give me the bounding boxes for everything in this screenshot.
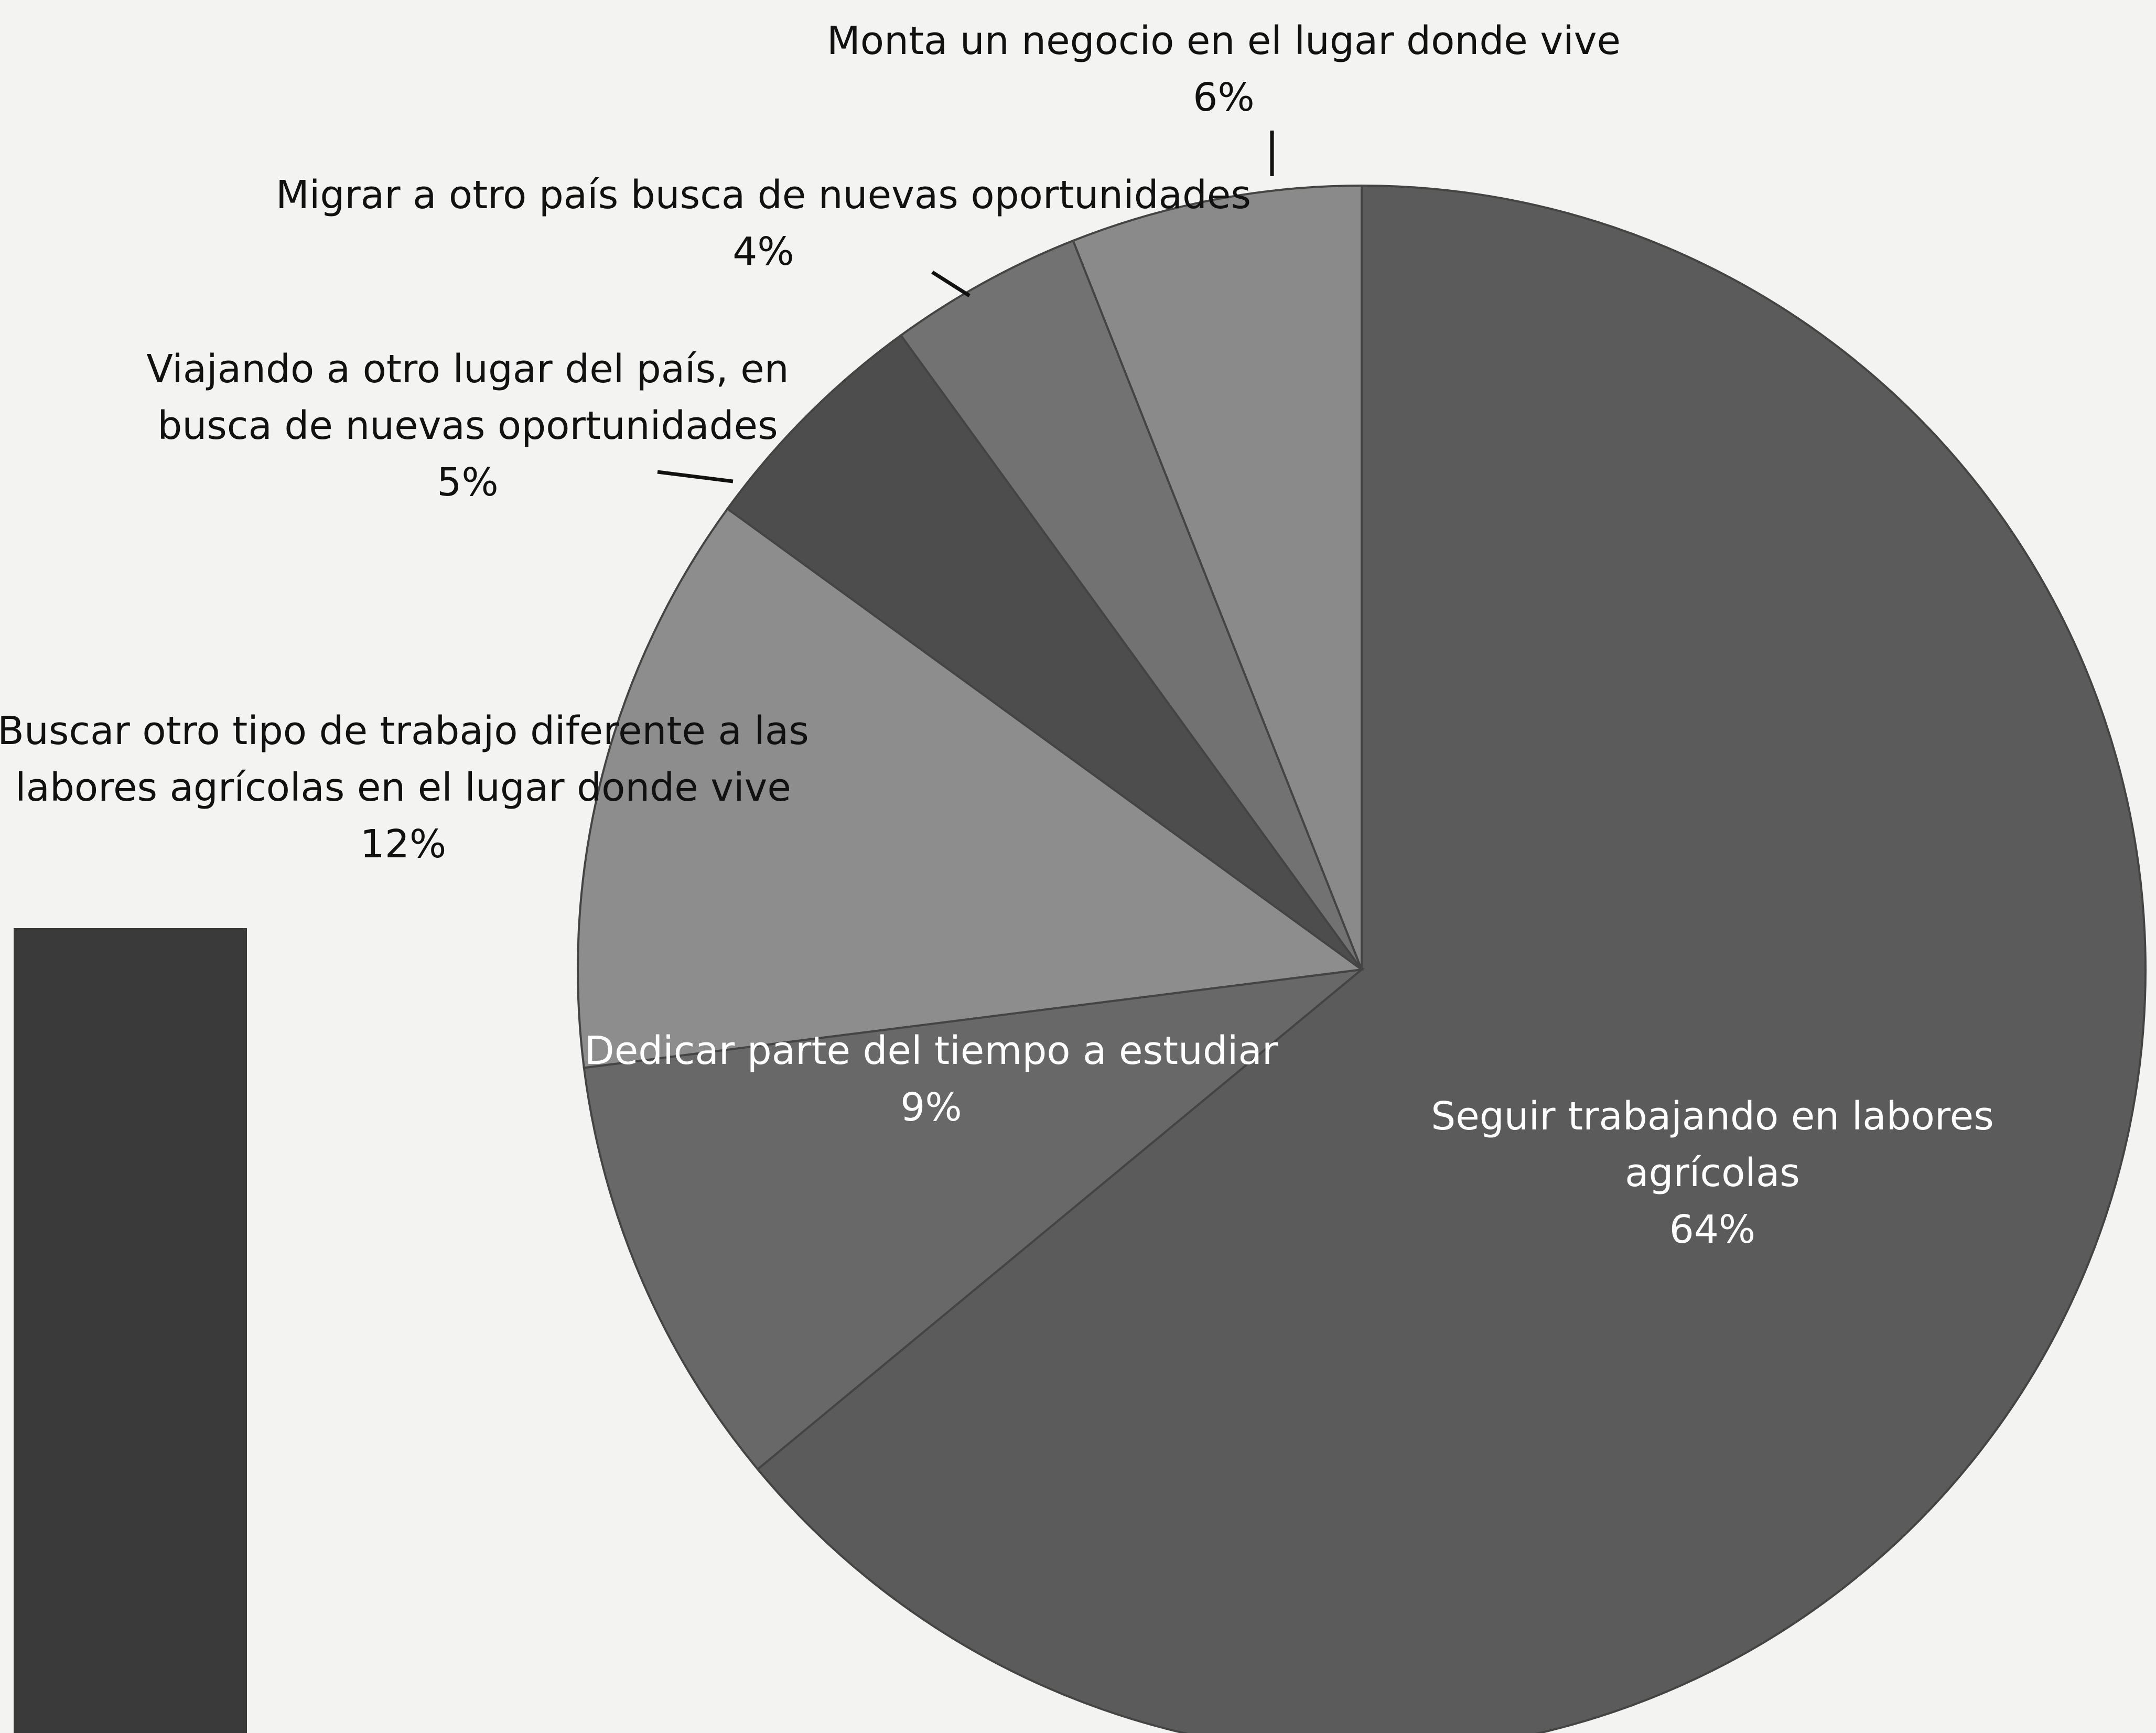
value-label: 12% xyxy=(360,822,447,867)
pie-slice xyxy=(1072,184,1363,970)
category-label: Dedicar parte del tiempo a estudiar xyxy=(584,1028,1278,1073)
category-label: Buscar otro tipo de trabajo diferente a … xyxy=(0,708,809,810)
pie-slice xyxy=(583,968,1365,1471)
leader-line xyxy=(931,271,971,297)
slice-label: Buscar otro tipo de trabajo diferente a … xyxy=(0,703,812,873)
pie-slice xyxy=(899,239,1363,971)
value-label: 64% xyxy=(1669,1207,1756,1252)
pie-slice xyxy=(756,184,2147,1733)
pie xyxy=(577,184,2147,1733)
pie-slice xyxy=(577,507,1365,1069)
photo-strip xyxy=(14,928,247,1733)
slice-label: Viajando a otro lugar del país, en busca… xyxy=(85,341,850,511)
slice-label: Seguir trabajando en labores agrícolas 64… xyxy=(1385,1088,2040,1258)
value-label: 4% xyxy=(732,229,794,274)
value-label: 6% xyxy=(1193,75,1255,120)
slice-label: Monta un negocio en el lugar donde vive 6… xyxy=(804,13,1643,126)
leader-line xyxy=(657,470,734,483)
category-label: Viajando a otro lugar del país, en busca… xyxy=(146,347,789,448)
category-label: Monta un negocio en el lugar donde vive xyxy=(826,18,1621,63)
category-label: Migrar a otro país busca de nuevas oport… xyxy=(275,173,1252,218)
pie-slice xyxy=(726,333,1363,971)
value-label: 9% xyxy=(900,1085,962,1130)
category-label: Seguir trabajando en labores agrícolas xyxy=(1431,1094,1994,1196)
slice-label: Dedicar parte del tiempo a estudiar 9% xyxy=(564,1022,1298,1136)
value-label: 5% xyxy=(437,460,499,505)
slice-label: Migrar a otro país busca de nuevas oport… xyxy=(265,167,1262,280)
